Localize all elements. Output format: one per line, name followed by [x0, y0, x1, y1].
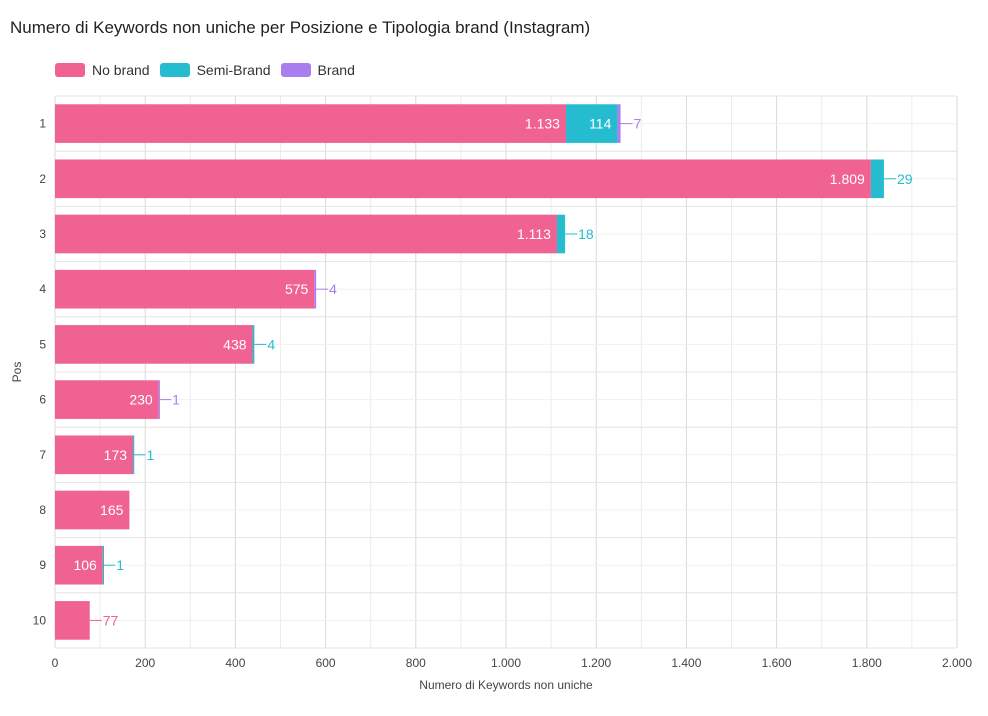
legend-swatch-semi-brand	[159, 63, 190, 77]
x-tick-label: 1.200	[581, 656, 611, 670]
bar-no-brand-pos-4[interactable]	[55, 269, 315, 309]
data-label: 77	[103, 612, 119, 628]
legend-label-no-brand: No brand	[92, 62, 150, 78]
bar-semi-brand-pos-3[interactable]	[556, 214, 566, 254]
bar-no-brand-pos-7[interactable]	[55, 435, 134, 475]
y-tick-label: 4	[39, 282, 46, 296]
chart-title: Numero di Keywords non uniche per Posizi…	[10, 18, 591, 37]
legend-item-brand[interactable]: Brand	[280, 62, 355, 78]
y-tick-label: 2	[39, 172, 46, 186]
bar-semi-brand-pos-5[interactable]	[252, 325, 255, 364]
y-tick-label: 10	[33, 613, 47, 627]
bars-layer	[55, 104, 884, 640]
data-label: 575	[285, 281, 309, 297]
x-tick-label: 200	[135, 656, 155, 670]
data-label: 7	[634, 116, 642, 132]
data-label: 165	[100, 502, 124, 518]
data-label: 1.809	[830, 171, 865, 187]
axis-layer: 1 2 3 4 5 6 7 8 9 10 0 200 400 600 800 1.000 1.200 1.400 1…	[10, 117, 972, 692]
data-label: 1.133	[525, 116, 560, 132]
x-tick-label: 2.000	[942, 656, 972, 670]
y-tick-label: 3	[39, 227, 46, 241]
data-label: 1	[172, 392, 180, 408]
y-tick-label: 6	[39, 393, 46, 407]
data-label: 4	[329, 281, 337, 297]
bar-brand-pos-4[interactable]	[314, 269, 317, 309]
data-label: 230	[129, 392, 153, 408]
legend-item-no-brand[interactable]: No brand	[55, 62, 150, 78]
bar-brand-pos-1[interactable]	[617, 104, 621, 143]
legend-label-brand: Brand	[317, 62, 355, 78]
bar-semi-brand-pos-1[interactable]	[565, 104, 618, 143]
data-label: 1	[116, 557, 124, 573]
y-tick-label: 1	[39, 117, 46, 131]
y-axis-title: Pos	[10, 362, 24, 383]
chart-legend: No brand Semi-Brand Brand	[55, 62, 365, 78]
data-label: 29	[897, 171, 913, 187]
x-tick-label: 600	[316, 656, 336, 670]
y-tick-label: 8	[39, 503, 46, 517]
x-tick-label: 1.000	[491, 656, 521, 670]
x-tick-label: 0	[52, 656, 59, 670]
data-label: 106	[73, 557, 97, 573]
x-tick-label: 800	[406, 656, 426, 670]
x-tick-label: 1.600	[762, 656, 792, 670]
bar-semi-brand-pos-2[interactable]	[870, 159, 884, 199]
data-label: 18	[578, 226, 594, 242]
y-tick-label: 7	[39, 448, 46, 462]
legend-swatch-no-brand	[55, 63, 85, 77]
data-label: 173	[104, 447, 128, 463]
legend-item-semi-brand[interactable]: Semi-Brand	[159, 62, 271, 78]
y-tick-label: 9	[39, 558, 46, 572]
bar-no-brand-pos-1[interactable]	[55, 104, 566, 143]
data-label: 114	[589, 116, 612, 132]
legend-swatch-brand	[280, 63, 311, 77]
data-label: 4	[267, 336, 275, 352]
bar-no-brand-pos-10[interactable]	[55, 601, 90, 640]
bar-no-brand-pos-9[interactable]	[55, 545, 103, 585]
labels-layer: 1.133 114 7 1.809 29 1.113 18 575 4 438 4 230 1 173 1 1…	[73, 116, 912, 629]
data-label: 1	[146, 447, 154, 463]
bar-no-brand-pos-8[interactable]	[55, 490, 130, 530]
x-tick-label: 400	[225, 656, 245, 670]
data-label: 1.113	[517, 226, 551, 242]
x-tick-label: 1.800	[852, 656, 882, 670]
x-tick-label: 1.400	[671, 656, 701, 670]
x-axis-title: Numero di Keywords non uniche	[419, 678, 593, 692]
bar-no-brand-pos-5[interactable]	[55, 325, 253, 364]
bar-no-brand-pos-6[interactable]	[55, 380, 159, 419]
data-label: 438	[223, 336, 247, 352]
bar-no-brand-pos-2[interactable]	[55, 159, 871, 199]
y-tick-label: 5	[39, 337, 46, 351]
legend-label-semi-brand: Semi-Brand	[196, 62, 271, 78]
bar-no-brand-pos-3[interactable]	[55, 214, 557, 254]
